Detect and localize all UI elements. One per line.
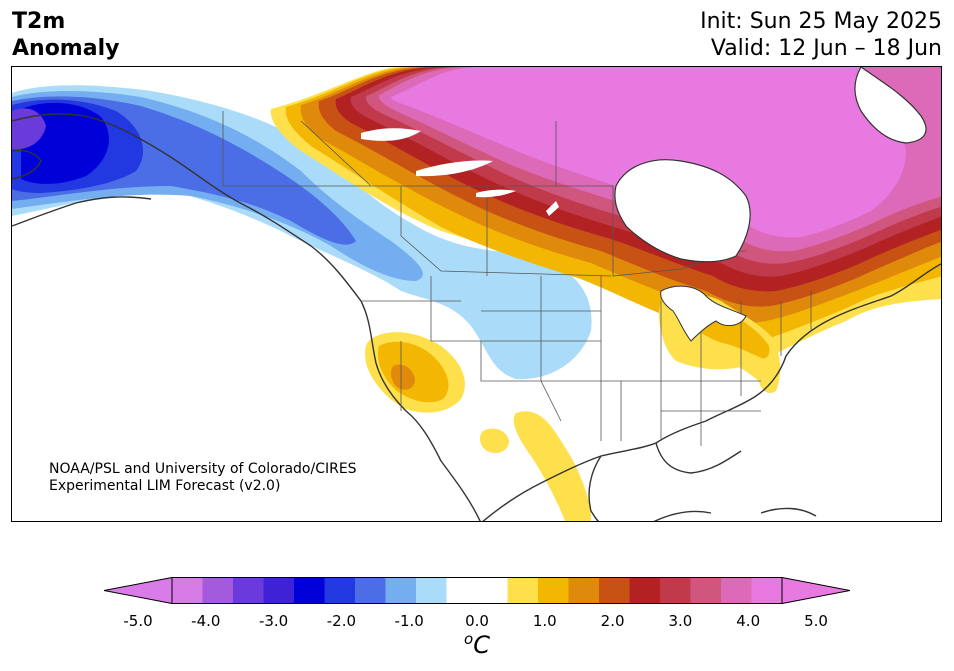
colorbar-cell [294, 577, 325, 604]
colorbar-cell [751, 577, 783, 604]
warm-anomaly-california-3 [390, 364, 415, 390]
colorbar-cell [446, 577, 478, 604]
colorbar-unit: oC [464, 630, 490, 659]
hudson-bay [614, 159, 751, 263]
title-line1: T2m [12, 9, 66, 34]
colorbar-cell [172, 577, 203, 604]
colorbar-tick-label: 3.0 [668, 612, 693, 630]
attribution: NOAA/PSL and University of Colorado/CIRE… [49, 461, 357, 495]
colorbar-cell [233, 577, 264, 604]
init-date: Init: Sun 25 May 2025 [700, 9, 942, 34]
unit-letter: C [473, 631, 490, 659]
greenland-edge [854, 67, 927, 144]
map-title: T2m Anomaly [12, 8, 119, 62]
colorbar-tick-label: -2.0 [326, 612, 357, 630]
valid-range: Valid: 12 Jun – 18 Jun [710, 36, 942, 61]
colorbar-tick-label: -1.0 [394, 612, 424, 630]
colorbar [104, 577, 850, 604]
colorbar-cell [324, 577, 356, 604]
borders [222, 111, 812, 446]
title-line2: Anomaly [12, 36, 120, 61]
colorbar-cell [538, 577, 569, 604]
colorbar-cell [416, 577, 447, 604]
colorbar-cell [721, 577, 752, 604]
colorbar-frame [171, 577, 783, 604]
anomaly-map [12, 67, 941, 521]
warm-anomaly-az [479, 428, 509, 453]
map-panel [11, 66, 942, 522]
great-lakes [660, 285, 747, 342]
colorbar-cell [507, 577, 539, 604]
colorbar-cell [477, 577, 508, 604]
unit-degree-symbol: o [464, 630, 474, 648]
great-slave-lake [416, 160, 493, 177]
colorbar-cell [690, 577, 722, 604]
colorbar-tick-label: -4.0 [191, 612, 221, 630]
colorbar-cell [660, 577, 691, 604]
colorbar-tick-label: 1.0 [532, 612, 557, 630]
colorbar-cell [355, 577, 386, 604]
colorbar-tick-label: 0.0 [465, 612, 489, 630]
colorbar-cells [172, 577, 783, 604]
lake-athabasca [476, 189, 516, 198]
lake-winnipeg [546, 201, 559, 216]
colorbar-arrow-outline [104, 577, 850, 604]
colorbar-cell [202, 577, 234, 604]
colorbar-cell [599, 577, 630, 604]
colorbar-tick-label: -5.0 [123, 612, 153, 630]
colorbar-tick-label: 4.0 [736, 612, 761, 630]
attribution-line2: Experimental LIM Forecast (v2.0) [49, 478, 281, 494]
colorbar-cell [385, 577, 417, 604]
colorbar-over-arrow [782, 577, 850, 604]
forecast-dates: Init: Sun 25 May 2025 Valid: 12 Jun – 18… [700, 8, 942, 62]
colorbar-tick-label: 5.0 [804, 612, 828, 630]
colorbar-tick-label: 2.0 [600, 612, 625, 630]
warm-anomaly-canada-9 [391, 67, 906, 238]
colorbar-cell [568, 577, 600, 604]
warm-anomaly-california-2 [377, 341, 449, 403]
colorbar-under-arrow [104, 577, 172, 604]
colorbar-cell [263, 577, 295, 604]
attribution-line1: NOAA/PSL and University of Colorado/CIRE… [49, 461, 357, 477]
colorbar-cell [629, 577, 661, 604]
warm-anomaly-texas-mexico [513, 411, 591, 521]
colorbar-tick-label: -3.0 [258, 612, 289, 630]
great-bear-lake [361, 128, 421, 141]
